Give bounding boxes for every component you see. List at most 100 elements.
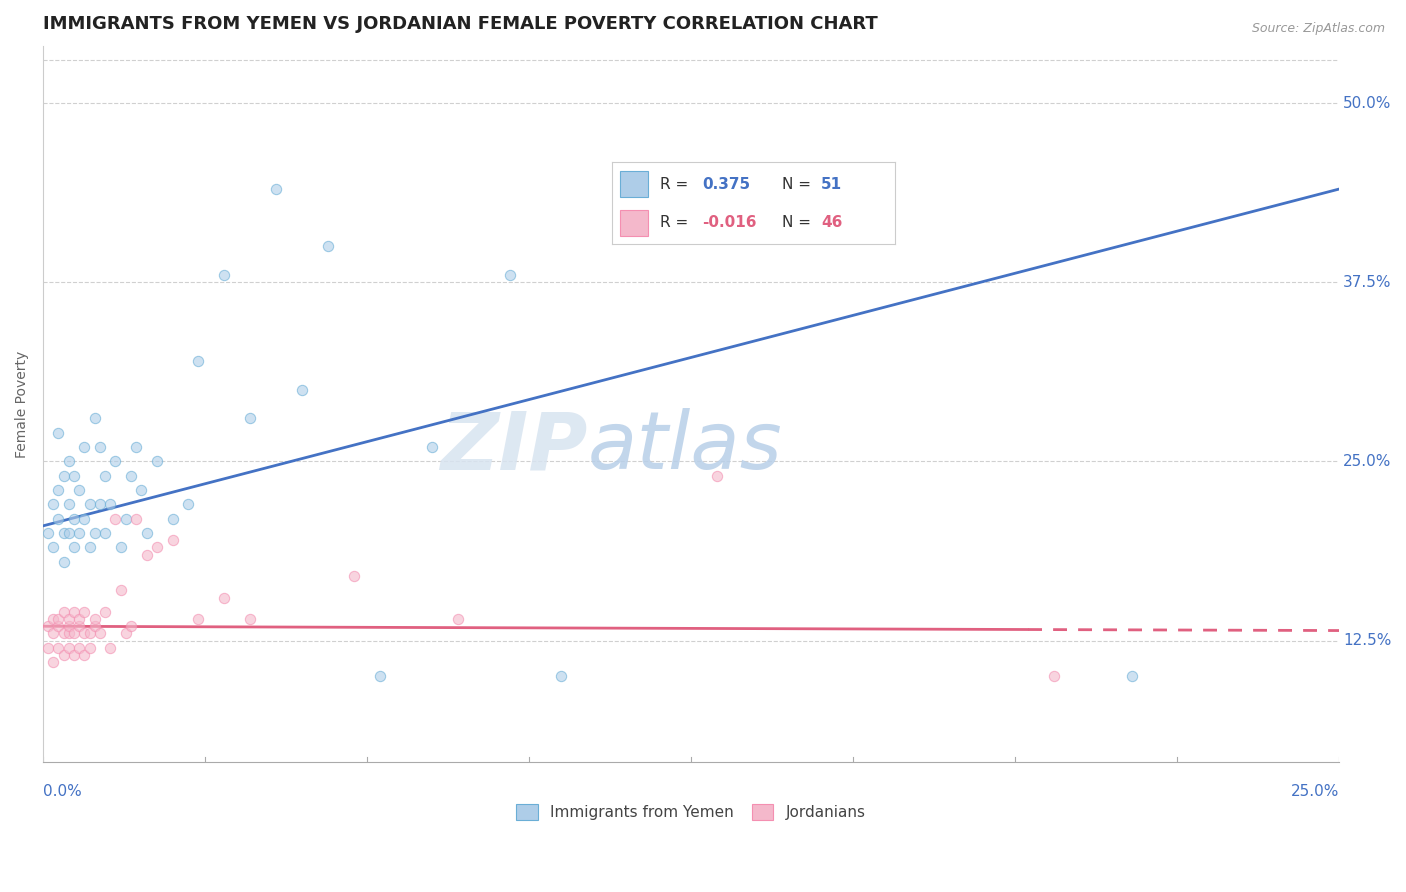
Point	[654, 182, 676, 196]
Point	[368, 669, 391, 683]
Point	[73, 648, 96, 662]
Point	[94, 468, 117, 483]
Point	[67, 526, 90, 541]
Point	[79, 541, 101, 555]
Text: N =: N =	[782, 215, 815, 229]
FancyBboxPatch shape	[620, 210, 648, 236]
Point	[146, 454, 169, 468]
Text: 25.0%: 25.0%	[1343, 454, 1392, 469]
Point	[89, 626, 111, 640]
Text: 51: 51	[821, 177, 842, 192]
Point	[120, 619, 142, 633]
Text: Source: ZipAtlas.com: Source: ZipAtlas.com	[1251, 22, 1385, 36]
Point	[115, 512, 138, 526]
Point	[48, 512, 70, 526]
Point	[120, 468, 142, 483]
Point	[42, 541, 65, 555]
Point	[58, 454, 80, 468]
Point	[63, 512, 86, 526]
Point	[83, 612, 105, 626]
Text: R =: R =	[659, 177, 693, 192]
Point	[115, 626, 138, 640]
Point	[58, 640, 80, 655]
Point	[706, 468, 728, 483]
Point	[343, 569, 366, 583]
Point	[79, 640, 101, 655]
Point	[264, 182, 287, 196]
Point	[52, 648, 75, 662]
Point	[58, 619, 80, 633]
Point	[52, 555, 75, 569]
Point	[73, 512, 96, 526]
Point	[125, 512, 148, 526]
Point	[162, 533, 184, 548]
Text: IMMIGRANTS FROM YEMEN VS JORDANIAN FEMALE POVERTY CORRELATION CHART: IMMIGRANTS FROM YEMEN VS JORDANIAN FEMAL…	[44, 15, 877, 33]
Point	[58, 612, 80, 626]
Text: 12.5%: 12.5%	[1343, 633, 1392, 648]
Point	[63, 648, 86, 662]
Point	[550, 669, 572, 683]
Text: atlas: atlas	[588, 408, 782, 486]
Point	[42, 612, 65, 626]
Point	[83, 411, 105, 425]
Point	[94, 526, 117, 541]
Point	[1043, 669, 1066, 683]
Point	[98, 497, 121, 511]
Point	[52, 526, 75, 541]
Point	[52, 468, 75, 483]
Point	[214, 268, 236, 282]
Point	[187, 354, 209, 368]
Point	[48, 425, 70, 440]
Point	[48, 619, 70, 633]
Point	[135, 526, 157, 541]
Text: 46: 46	[821, 215, 842, 229]
Text: ZIP: ZIP	[440, 408, 588, 486]
Point	[37, 526, 59, 541]
Point	[89, 440, 111, 454]
Point	[214, 591, 236, 605]
Point	[48, 640, 70, 655]
Text: N =: N =	[782, 177, 815, 192]
Text: 37.5%: 37.5%	[1343, 275, 1392, 290]
Point	[58, 626, 80, 640]
Point	[291, 383, 314, 397]
Point	[104, 512, 127, 526]
Point	[58, 526, 80, 541]
Point	[239, 411, 262, 425]
Point	[67, 640, 90, 655]
Point	[125, 440, 148, 454]
Y-axis label: Female Poverty: Female Poverty	[15, 351, 30, 458]
Point	[67, 612, 90, 626]
Point	[110, 541, 132, 555]
Point	[135, 548, 157, 562]
Point	[52, 626, 75, 640]
Point	[37, 619, 59, 633]
Point	[63, 605, 86, 619]
Point	[104, 454, 127, 468]
Text: -0.016: -0.016	[702, 215, 756, 229]
Point	[131, 483, 153, 497]
Point	[239, 612, 262, 626]
Point	[48, 483, 70, 497]
Point	[447, 612, 470, 626]
Point	[67, 619, 90, 633]
Text: 0.375: 0.375	[702, 177, 751, 192]
Point	[73, 440, 96, 454]
Point	[79, 626, 101, 640]
Point	[63, 626, 86, 640]
Point	[42, 655, 65, 669]
Point	[1121, 669, 1143, 683]
Point	[48, 612, 70, 626]
Point	[89, 497, 111, 511]
Point	[420, 440, 443, 454]
Point	[42, 626, 65, 640]
Point	[177, 497, 200, 511]
FancyBboxPatch shape	[620, 171, 648, 197]
Point	[79, 497, 101, 511]
Point	[42, 497, 65, 511]
Point	[316, 239, 339, 253]
Point	[52, 605, 75, 619]
Point	[67, 483, 90, 497]
Point	[498, 268, 520, 282]
Point	[146, 541, 169, 555]
